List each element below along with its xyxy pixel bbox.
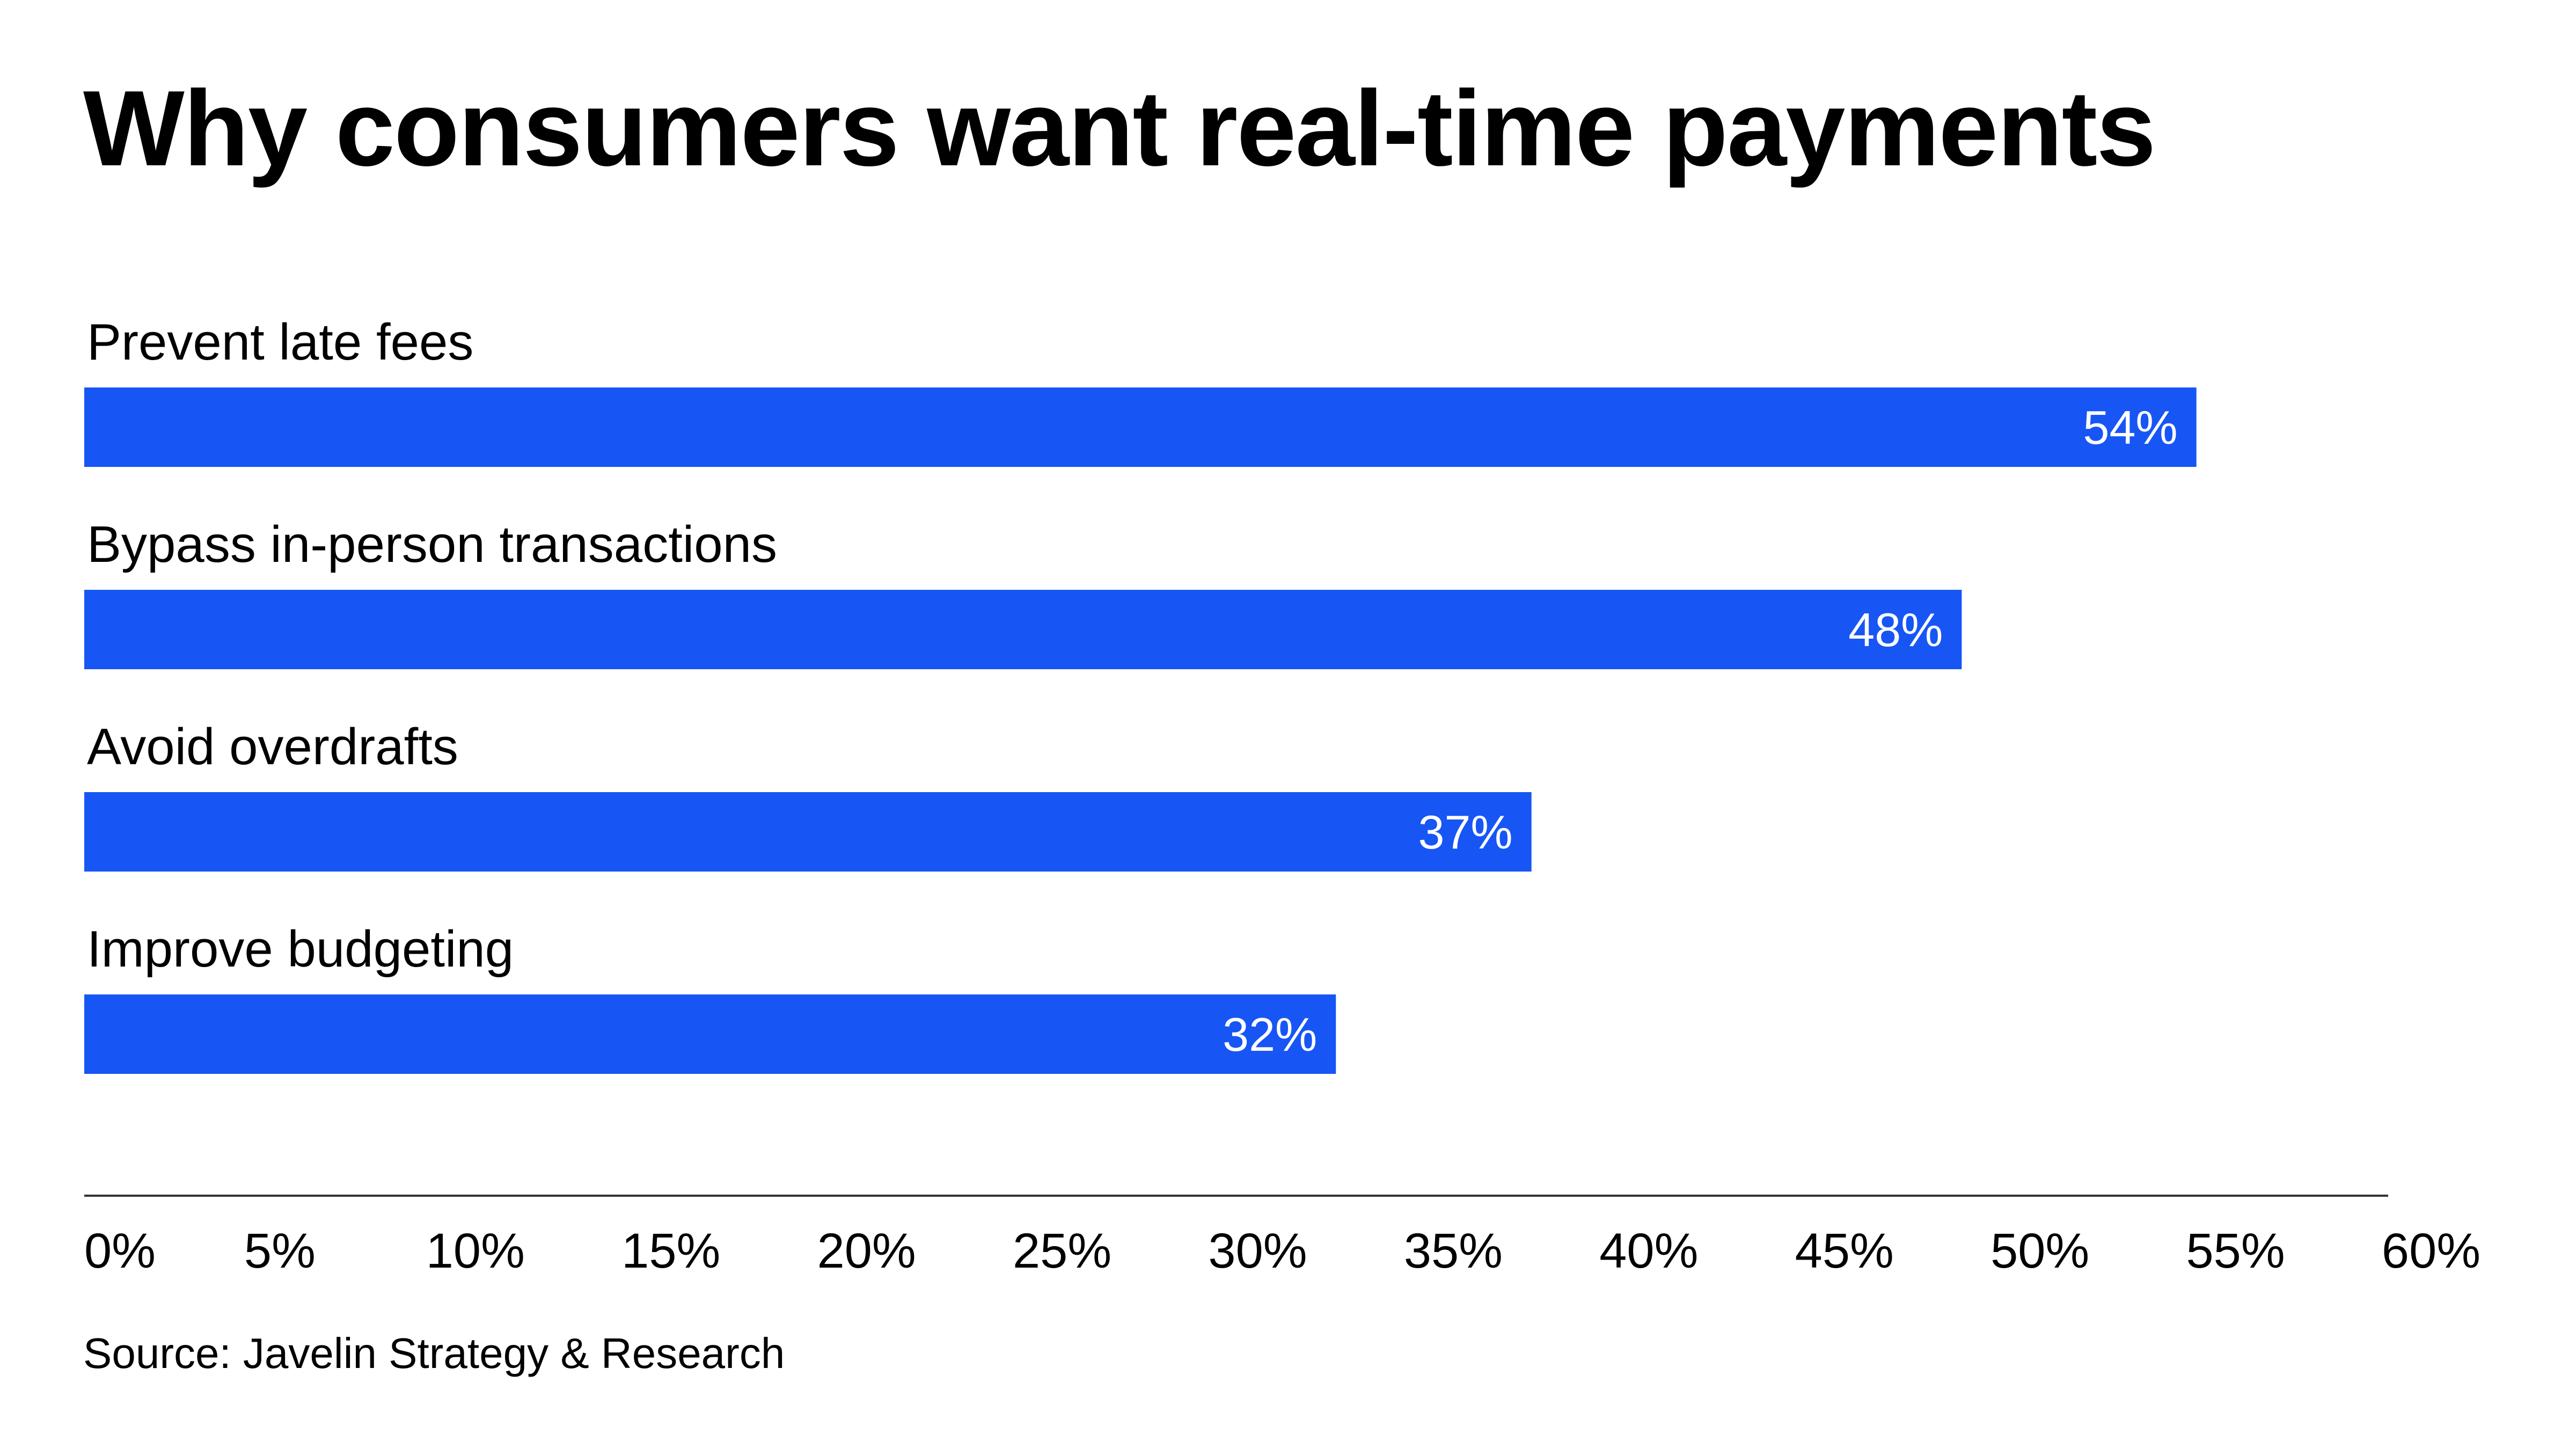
- category-label-bypass-in-person-transactions: Bypass in-person transactions: [87, 516, 777, 573]
- bar-avoid-overdrafts: [84, 792, 1532, 872]
- x-tick-label: 15%: [621, 1224, 720, 1278]
- source-note: Source: Javelin Strategy & Research: [83, 1329, 785, 1377]
- bars-group: Prevent late fees 54% Bypass in-person tra…: [84, 313, 2197, 1074]
- x-axis-ticks: 0% 5% 10% 15% 20% 25% 30% 35% 40% 45% 50% 55% 60%: [84, 1224, 2480, 1278]
- category-label-prevent-late-fees: Prevent late fees: [87, 313, 473, 371]
- category-label-improve-budgeting: Improve budgeting: [87, 920, 514, 978]
- x-tick-label: 5%: [244, 1224, 316, 1278]
- chart-title: Why consumers want real-time payments: [83, 69, 2156, 188]
- value-label-prevent-late-fees: 54%: [2083, 401, 2178, 454]
- x-tick-label: 25%: [1013, 1224, 1111, 1278]
- x-tick-label: 45%: [1795, 1224, 1894, 1278]
- value-label-avoid-overdrafts: 37%: [1418, 806, 1513, 859]
- x-tick-label: 60%: [2382, 1224, 2480, 1278]
- x-tick-label: 0%: [84, 1224, 156, 1278]
- x-tick-label: 20%: [817, 1224, 916, 1278]
- category-label-avoid-overdrafts: Avoid overdrafts: [87, 718, 458, 775]
- value-label-improve-budgeting: 32%: [1223, 1008, 1317, 1061]
- x-tick-label: 35%: [1404, 1224, 1503, 1278]
- x-tick-label: 40%: [1599, 1224, 1698, 1278]
- bar-bypass-in-person-transactions: [84, 590, 1962, 669]
- bar-prevent-late-fees: [84, 387, 2197, 467]
- value-label-bypass-in-person-transactions: 48%: [1848, 603, 1943, 656]
- bar-improve-budgeting: [84, 994, 1336, 1074]
- x-tick-label: 30%: [1208, 1224, 1307, 1278]
- x-tick-label: 55%: [2186, 1224, 2285, 1278]
- x-tick-label: 50%: [1990, 1224, 2089, 1278]
- x-tick-label: 10%: [426, 1224, 525, 1278]
